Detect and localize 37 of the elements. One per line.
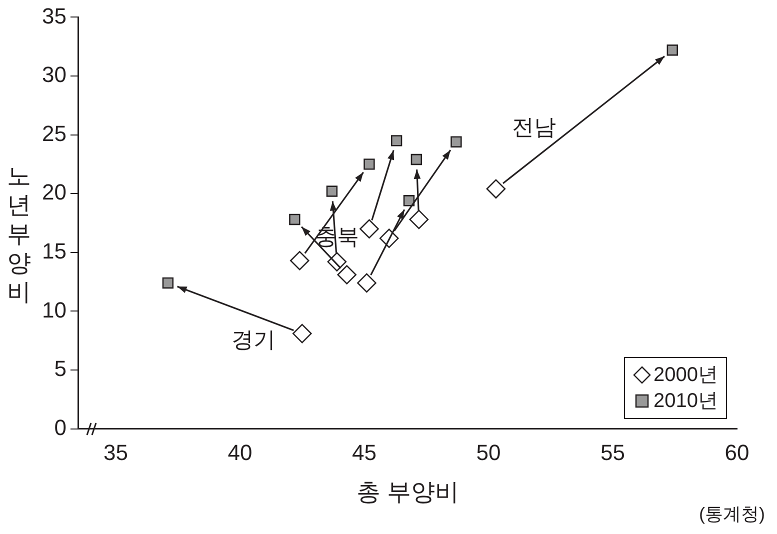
point [410,154,422,166]
point [162,277,174,289]
x-tick-label: 50 [476,440,501,466]
point [390,135,402,146]
annotation: 전남 [512,114,556,140]
point [364,158,375,170]
point [290,250,310,270]
x-tick-label: 55 [600,440,625,466]
point [666,44,678,56]
legend-label: 2010년 [654,388,718,414]
point [337,265,357,284]
x-tick-label: 35 [104,440,128,466]
point [486,179,506,199]
point [289,214,300,226]
legend-label: 2000년 [654,362,718,388]
y-tick-label: 5 [54,356,66,382]
y-tick-label: 35 [42,3,66,28]
annotation: 경기 [231,326,276,352]
y-axis-title: 노년부양비 [6,162,32,307]
point [326,186,338,197]
x-tick-label: 60 [724,440,750,466]
x-tick-label: 45 [352,440,376,466]
point [292,324,312,344]
y-tick-label: 30 [42,62,66,88]
y-tick-label: 0 [54,414,66,440]
y-tick-label: 10 [42,297,66,322]
x-tick-label: 40 [228,440,252,466]
text: (통계청) [699,503,765,526]
point [357,273,376,293]
point [409,210,429,230]
point [450,136,462,148]
x-axis-title: 총 부양비 [356,479,460,506]
point [360,219,379,239]
y-tick-label: 20 [42,180,66,205]
y-tick-label: 15 [42,238,66,264]
y-tick-label: 25 [42,120,66,146]
point [403,195,415,206]
